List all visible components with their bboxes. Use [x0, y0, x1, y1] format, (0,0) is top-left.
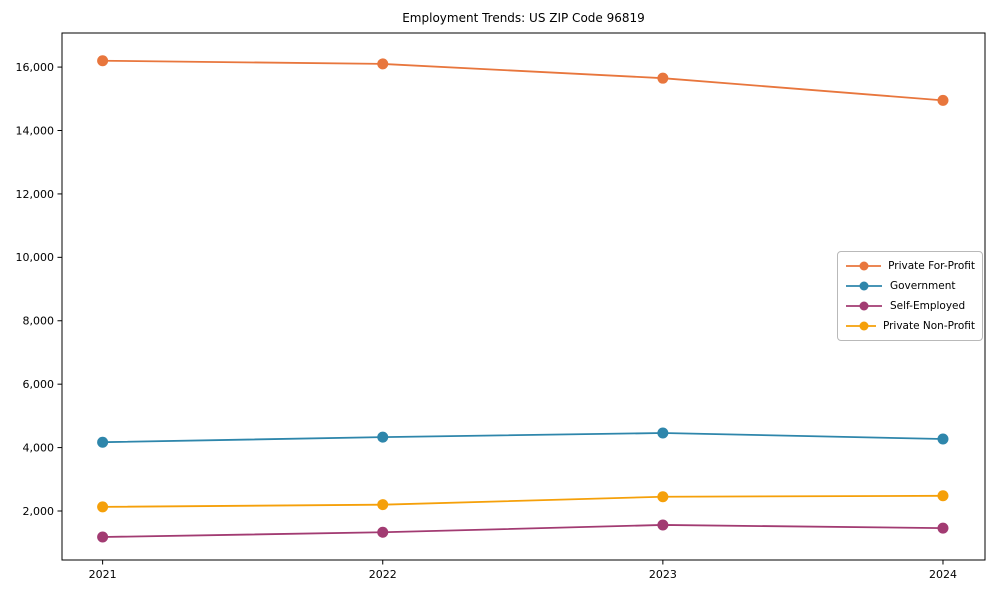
data-point-marker [377, 526, 389, 538]
data-point-marker [937, 94, 949, 106]
legend-marker-icon [846, 261, 882, 271]
data-point-marker [97, 501, 109, 513]
legend: Private For-Profit Government Self-Employe… [837, 251, 983, 341]
x-tick-label: 2023 [649, 568, 677, 581]
y-tick-label: 14,000 [16, 124, 55, 137]
chart-title: Employment Trends: US ZIP Code 96819 [402, 11, 645, 25]
y-tick-label: 6,000 [23, 378, 55, 391]
data-point-marker [657, 427, 669, 439]
data-point-marker [657, 72, 669, 84]
y-tick-label: 12,000 [16, 188, 55, 201]
y-tick-label: 10,000 [16, 251, 55, 264]
series-line [102, 432, 944, 444]
y-tick-label: 16,000 [16, 61, 55, 74]
axis-tick-labels: 2,000 4,000 6,000 8,000 10,000 12,000 14,000 16… [16, 61, 957, 581]
plot-border [61, 32, 986, 561]
data-series [97, 55, 949, 543]
plot-spines [61, 32, 986, 561]
legend-marker-icon [846, 301, 882, 311]
legend-label: Self-Employed [890, 300, 966, 312]
series-line [102, 59, 944, 102]
legend-marker-icon [846, 321, 876, 331]
legend-item: Self-Employed [845, 297, 975, 315]
x-tick-label: 2022 [369, 568, 397, 581]
data-point-marker [377, 58, 389, 70]
data-point-marker [377, 499, 389, 511]
legend-marker-icon [846, 281, 882, 291]
data-point-marker [937, 490, 949, 502]
y-tick-label: 4,000 [23, 441, 55, 454]
x-tick-label: 2024 [929, 568, 957, 581]
legend-item: Private Non-Profit [845, 317, 975, 335]
y-tick-label: 2,000 [23, 505, 55, 518]
x-tick-label: 2021 [89, 568, 117, 581]
legend-label: Private For-Profit [888, 260, 975, 272]
data-point-marker [657, 519, 669, 531]
data-point-marker [377, 431, 389, 443]
data-point-marker [97, 55, 109, 67]
series-line [102, 524, 943, 538]
legend-label: Private Non-Profit [882, 320, 975, 332]
legend-label: Government [890, 280, 956, 292]
data-point-marker [937, 522, 949, 534]
y-tick-label: 8,000 [23, 315, 55, 328]
legend-item: Government [845, 277, 975, 295]
data-point-marker [937, 433, 949, 445]
data-point-marker [97, 531, 109, 543]
legend-item: Private For-Profit [845, 257, 975, 275]
axis-ticks [57, 66, 944, 565]
series-line [102, 494, 943, 508]
data-point-marker [97, 436, 109, 448]
data-point-marker [657, 491, 669, 503]
